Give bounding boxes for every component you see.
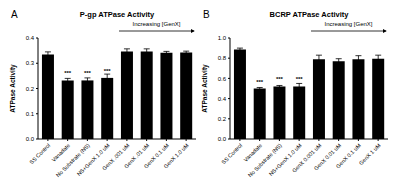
svg-text:ATPase Activity: ATPase Activity: [201, 64, 209, 113]
svg-text:0.1: 0.1: [26, 111, 35, 117]
svg-text:BCRP ATPase Activity: BCRP ATPase Activity: [270, 10, 350, 19]
svg-text:NS+GenX 1.0 uM: NS+GenX 1.0 uM: [76, 142, 111, 177]
svg-text:0.8: 0.8: [218, 55, 227, 61]
svg-text:Increasing [GenX]: Increasing [GenX]: [324, 21, 372, 27]
svg-text:0.0: 0.0: [218, 136, 227, 142]
svg-text:GenX 0.001 uM: GenX 0.001 uM: [290, 142, 323, 174]
svg-text:Vanadate: Vanadate: [242, 142, 264, 163]
svg-text:GenX 0.01 uM: GenX 0.01 uM: [312, 142, 343, 172]
svg-text:P-gp ATPase Activity: P-gp ATPase Activity: [80, 10, 155, 19]
svg-text:0.2: 0.2: [26, 86, 35, 92]
svg-text:GenX 0.1 uM: GenX 0.1 uM: [335, 142, 362, 169]
svg-text:No Substrate (NS): No Substrate (NS): [247, 142, 283, 178]
svg-text:0.4: 0.4: [26, 35, 35, 41]
svg-text:Vanadate: Vanadate: [50, 142, 72, 163]
svg-text:A: A: [11, 9, 18, 20]
svg-text:0.0: 0.0: [26, 136, 35, 142]
svg-text:1.0: 1.0: [218, 35, 227, 41]
svg-text:No Substrate (NS): No Substrate (NS): [55, 142, 91, 178]
svg-text:NS+GenX 1.0 uM: NS+GenX 1.0 uM: [268, 142, 303, 177]
svg-text:SS Control: SS Control: [28, 142, 51, 165]
svg-text:Increasing [GenX]: Increasing [GenX]: [132, 21, 180, 27]
svg-text:0.6: 0.6: [218, 76, 227, 82]
svg-text:GenX .001 uM: GenX .001 uM: [101, 142, 131, 172]
svg-text:0.3: 0.3: [26, 60, 35, 66]
svg-text:GenX 0.1 uM: GenX 0.1 uM: [142, 142, 170, 170]
svg-text:ATPase Activity: ATPase Activity: [9, 64, 17, 113]
svg-text:***: ***: [84, 70, 92, 76]
svg-text:GenX 1.0 uM: GenX 1.0 uM: [162, 142, 189, 169]
svg-text:SS Control: SS Control: [220, 142, 243, 165]
svg-text:0.2: 0.2: [218, 116, 227, 122]
svg-text:***: ***: [64, 70, 72, 76]
svg-text:***: ***: [276, 76, 284, 82]
svg-text:GenX .01 uM: GenX .01 uM: [122, 142, 151, 170]
svg-text:0.4: 0.4: [218, 96, 227, 102]
svg-text:***: ***: [104, 68, 112, 74]
svg-text:***: ***: [256, 79, 264, 85]
svg-text:B: B: [203, 9, 210, 20]
svg-text:GenX 1 uM: GenX 1 uM: [358, 142, 382, 166]
svg-text:***: ***: [296, 76, 304, 82]
